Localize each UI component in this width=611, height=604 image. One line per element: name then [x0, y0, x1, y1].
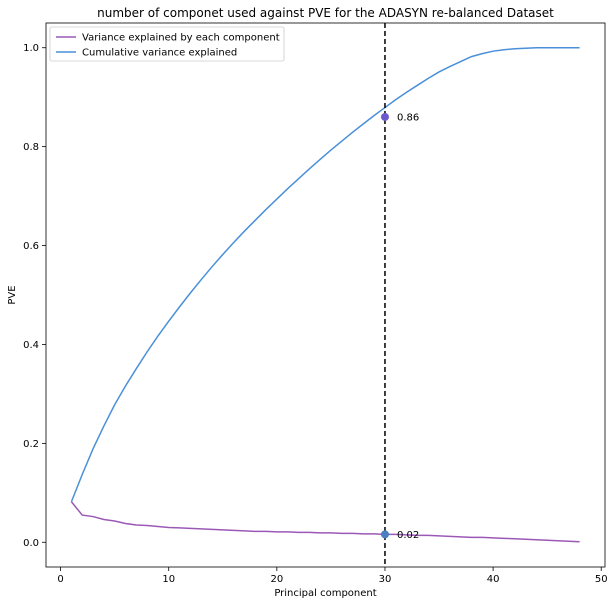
- x-ticks: 0 10 20 30 40 50: [57, 567, 608, 585]
- markers-group: 0.86 0.02: [380, 112, 419, 541]
- x-tick-label: 50: [595, 574, 608, 585]
- y-ticks: 0.0 0.2 0.4 0.6 0.8 1.0: [23, 43, 46, 549]
- y-axis-label: PVE: [7, 285, 18, 304]
- series-line-2: [70, 46, 580, 502]
- x-tick-label: 30: [379, 574, 392, 585]
- chart-title: number of componet used against PVE for …: [97, 6, 554, 20]
- point-annotation: 0.86: [397, 112, 419, 123]
- y-tick-label: 0.0: [23, 538, 39, 549]
- plot-frame: [45, 22, 606, 568]
- y-tick-label: 0.4: [23, 340, 39, 351]
- x-tick-label: 0: [57, 574, 63, 585]
- y-tick-label: 1.0: [23, 43, 39, 54]
- x-tick-label: 40: [487, 574, 500, 585]
- legend-label: Variance explained by each component: [82, 33, 280, 44]
- series-group: [70, 46, 580, 543]
- y-tick-label: 0.2: [23, 439, 39, 450]
- x-axis-label: Principal component: [274, 588, 376, 599]
- y-tick-label: 0.6: [23, 241, 39, 252]
- legend-label: Cumulative variance explained: [82, 48, 237, 59]
- series-line-1: [70, 501, 580, 543]
- x-tick-label: 20: [270, 574, 283, 585]
- highlight-point: [380, 530, 389, 539]
- legend-box: [49, 26, 285, 62]
- highlight-point: [380, 112, 389, 121]
- y-tick-label: 0.8: [23, 142, 39, 153]
- point-annotation: 0.02: [397, 530, 419, 541]
- x-tick-label: 10: [162, 574, 175, 585]
- legend: Variance explained by each component Cumu…: [49, 26, 285, 62]
